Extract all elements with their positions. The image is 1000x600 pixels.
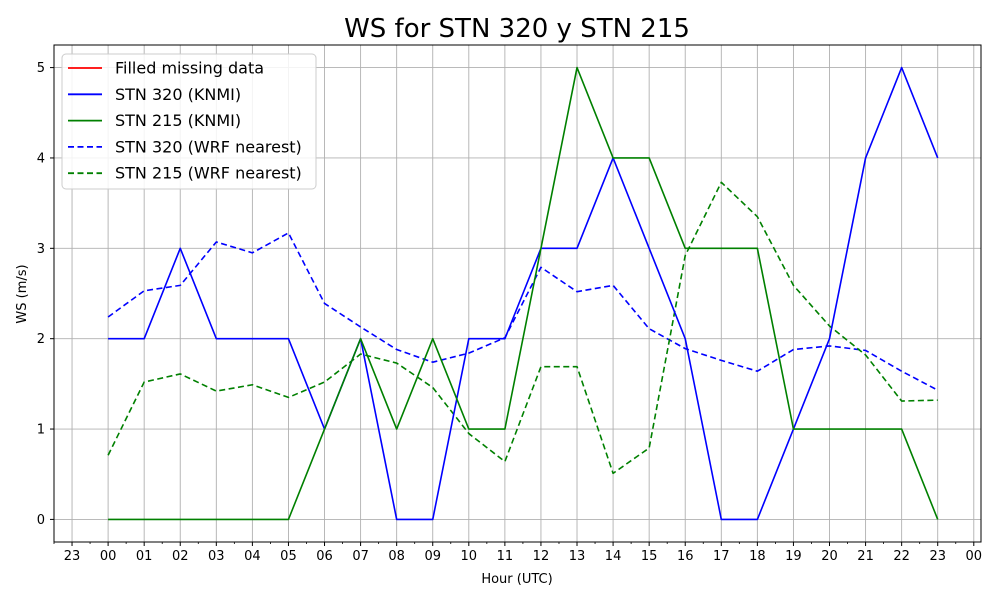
x-tick-label: 21	[857, 549, 874, 564]
series-line-3	[107, 232, 939, 391]
legend-label: STN 320 (WRF nearest)	[115, 137, 302, 156]
series-line-2	[108, 66, 939, 521]
x-axis-label: Hour (UTC)	[481, 572, 552, 587]
x-tick-label: 08	[388, 549, 405, 564]
y-axis-label: WS (m/s)	[15, 264, 30, 323]
x-tick-label: 23	[64, 549, 81, 564]
y-tick-label: 5	[37, 61, 45, 76]
legend-label: STN 320 (KNMI)	[115, 85, 241, 104]
x-tick-label: 03	[208, 549, 225, 564]
y-tick-label: 3	[37, 242, 45, 257]
x-tick-label: 22	[893, 549, 910, 564]
legend-label: Filled missing data	[115, 59, 264, 78]
x-tick-label: 19	[785, 549, 802, 564]
x-tick-label: 02	[172, 549, 189, 564]
x-tick-label: 07	[352, 549, 369, 564]
x-tick-label: 06	[316, 549, 333, 564]
series-layer	[107, 66, 939, 521]
x-tick-label: 04	[244, 549, 261, 564]
legend-label: STN 215 (KNMI)	[115, 111, 241, 130]
y-tick-label: 4	[37, 151, 45, 166]
x-tick-label: 10	[461, 549, 478, 564]
x-tick-label: 11	[497, 549, 514, 564]
x-tick-label: 14	[605, 549, 622, 564]
legend-box	[61, 53, 317, 190]
legend: Filled missing data STN 320 (KNMI) STN 215…	[61, 53, 317, 190]
series-line-1	[108, 66, 939, 521]
y-tick-label: 1	[37, 423, 45, 438]
x-tick-label: 18	[749, 549, 766, 564]
x-tick-label: 23	[929, 549, 946, 564]
plot-frame	[53, 44, 982, 543]
x-tick-label: 00	[966, 549, 983, 564]
x-tick-label: 01	[136, 549, 153, 564]
chart-title: WS for STN 320 y STN 215	[344, 14, 690, 44]
y-tick-label: 0	[37, 513, 45, 528]
legend-label: STN 215 (WRF nearest)	[115, 164, 302, 183]
x-tick-label: 20	[821, 549, 838, 564]
x-tick-label: 17	[713, 549, 730, 564]
x-tick-label: 15	[641, 549, 658, 564]
series-line-4	[107, 181, 938, 475]
y-tick-label: 2	[37, 332, 45, 347]
x-tick-label: 13	[569, 549, 586, 564]
x-tick-label: 09	[424, 549, 441, 564]
x-tick-label: 12	[533, 549, 550, 564]
x-tick-label: 05	[280, 549, 297, 564]
y-axis-ticks: 0 1 2 3 4 5	[37, 61, 54, 528]
x-tick-label: 00	[100, 549, 117, 564]
x-tick-label: 16	[677, 549, 694, 564]
x-axis-ticks: 23 00 01 02 03 04 05 06 07 08 09 10 11 12 13 14 15 16 17 18…	[53, 542, 983, 564]
